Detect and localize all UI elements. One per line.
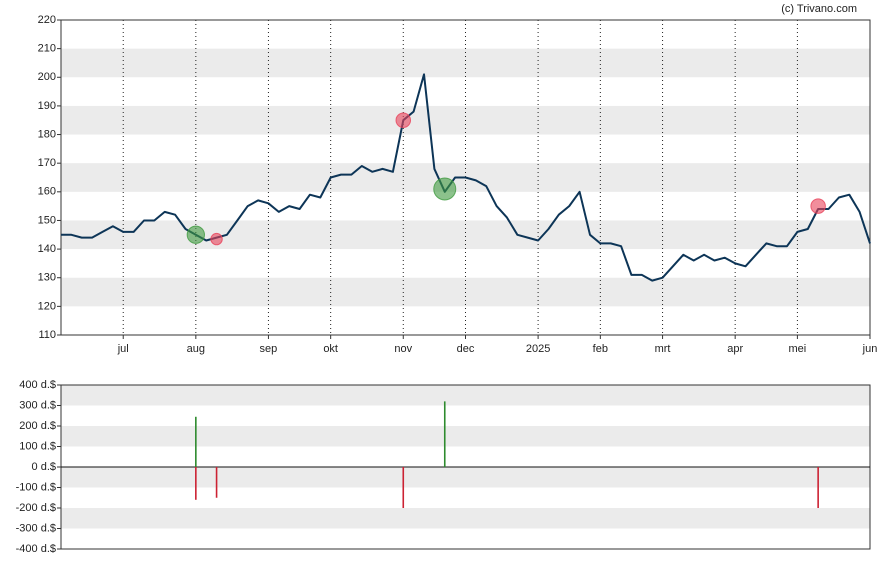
- x-tick-label: dec: [457, 343, 475, 355]
- x-tick-label: jul: [117, 343, 129, 355]
- sell-marker: [810, 198, 826, 214]
- x-tick-label: feb: [593, 343, 608, 355]
- y-tick-label: 300 d.$: [19, 399, 56, 411]
- sell-marker: [210, 232, 223, 246]
- buy-marker: [186, 225, 205, 244]
- grid-band: [61, 385, 870, 406]
- x-tick-label: jun: [862, 343, 878, 355]
- y-tick-label: 400 d.$: [19, 379, 56, 391]
- y-tick-label: 110: [38, 329, 56, 341]
- y-tick-label: 150: [38, 214, 56, 226]
- y-tick-label: 200: [38, 71, 56, 83]
- y-tick-label: 170: [38, 157, 56, 169]
- x-tick-label: aug: [187, 343, 205, 355]
- y-tick-label: 190: [38, 100, 56, 112]
- x-tick-label: nov: [394, 343, 412, 355]
- plot-frame: [60, 19, 871, 336]
- sell-marker: [395, 112, 412, 128]
- grid-band: [61, 467, 870, 488]
- y-tick-label: 100 d.$: [19, 440, 56, 452]
- y-tick-label: -300 d.$: [16, 522, 56, 534]
- y-tick-label: 160: [38, 186, 56, 198]
- y-tick-label: -200 d.$: [16, 502, 56, 514]
- y-tick-label: 130: [38, 272, 56, 284]
- x-tick-label: mei: [789, 343, 807, 355]
- y-tick-label: 180: [38, 128, 56, 140]
- y-tick-label: 220: [38, 14, 56, 26]
- grid-band: [61, 426, 870, 447]
- credit: (c) Trivano.com: [781, 3, 857, 15]
- y-tick-label: 120: [38, 300, 56, 312]
- y-tick-label: -100 d.$: [16, 481, 56, 493]
- x-tick-label: sep: [260, 343, 278, 355]
- y-tick-label: 200 d.$: [19, 420, 56, 432]
- buy-marker: [433, 177, 457, 201]
- x-tick-label: okt: [323, 343, 338, 355]
- y-tick-label: 210: [38, 43, 56, 55]
- y-tick-label: 0 d.$: [32, 461, 56, 473]
- x-tick-label: 2025: [526, 343, 550, 355]
- x-tick-label: mrt: [655, 343, 671, 355]
- grid-band: [61, 508, 870, 529]
- y-tick-label: 140: [38, 243, 56, 255]
- y-tick-label: -400 d.$: [16, 543, 56, 555]
- x-tick-label: apr: [727, 343, 743, 355]
